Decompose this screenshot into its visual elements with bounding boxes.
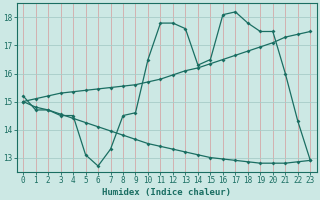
X-axis label: Humidex (Indice chaleur): Humidex (Indice chaleur) xyxy=(102,188,231,197)
